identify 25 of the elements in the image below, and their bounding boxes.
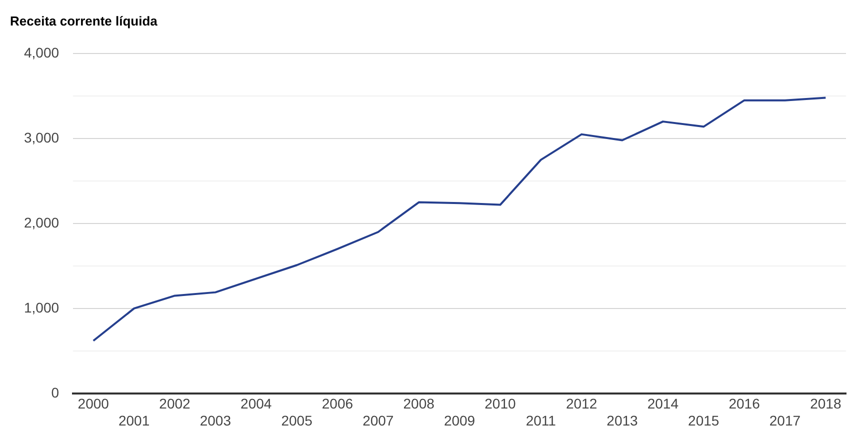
x-tick-label: 2018 — [810, 396, 842, 412]
x-tick-label: 2013 — [606, 412, 638, 428]
x-tick-label: 2011 — [526, 412, 556, 428]
y-tick-label: 4,000 — [24, 44, 60, 60]
y-tick-label: 0 — [51, 384, 60, 400]
x-tick-label: 2002 — [159, 396, 191, 412]
x-tick-label: 2010 — [484, 396, 516, 412]
x-tick-label: 2006 — [322, 396, 354, 412]
x-tick-label: 2007 — [362, 412, 394, 428]
x-tick-label: 2005 — [281, 412, 313, 428]
x-tick-label: 2012 — [566, 396, 598, 412]
x-tick-label: 2015 — [688, 412, 720, 428]
y-tick-label: 1,000 — [24, 299, 60, 316]
x-tick-label: 2014 — [647, 396, 679, 412]
x-tick-label: 2009 — [444, 412, 476, 428]
y-tick-label: 3,000 — [24, 129, 60, 146]
x-tick-label: 2000 — [78, 396, 110, 412]
x-tick-label: 2008 — [403, 396, 435, 412]
chart-title: Receita corrente líquida — [10, 13, 158, 28]
x-tick-label: 2001 — [118, 412, 150, 428]
x-tick-label: 2003 — [200, 412, 232, 428]
x-tick-label: 2004 — [240, 396, 272, 412]
x-tick-label: 2017 — [769, 412, 801, 428]
y-tick-label: 2,000 — [24, 214, 60, 230]
x-tick-label: 2016 — [728, 396, 760, 412]
